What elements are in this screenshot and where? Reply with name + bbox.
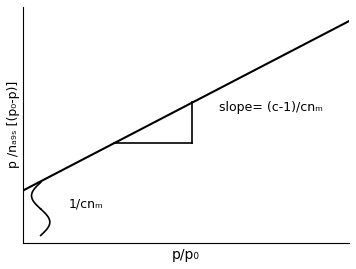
Text: slope= (c-1)/cnₘ: slope= (c-1)/cnₘ: [219, 101, 323, 114]
Text: 1/cnₘ: 1/cnₘ: [68, 197, 103, 210]
X-axis label: p/p₀: p/p₀: [172, 248, 200, 262]
Y-axis label: p /nₐ₉ₛ [(p₀-p)]: p /nₐ₉ₛ [(p₀-p)]: [7, 81, 20, 168]
